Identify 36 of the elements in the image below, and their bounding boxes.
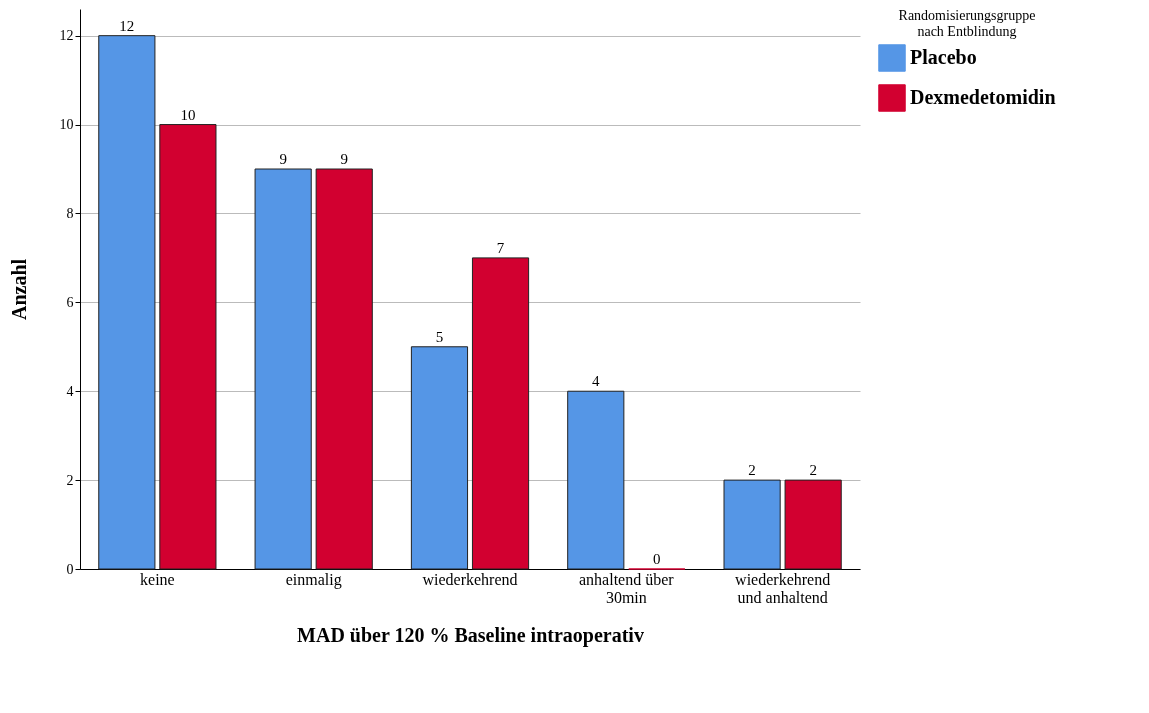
x-tick-label: keine — [140, 570, 175, 588]
bar — [471, 257, 530, 570]
bar — [723, 479, 781, 570]
data-label: 0 — [653, 551, 661, 567]
x-tick-label: wiederkehrend und anhaltend — [735, 570, 831, 606]
bar — [159, 124, 217, 570]
legend-label: Dexmedetomidin — [910, 86, 1056, 108]
x-tick-label: wiederkehrend — [422, 570, 518, 588]
data-label: 9 — [340, 151, 348, 167]
x-axis-title: MAD über 120 % Baseline intraoperativ — [297, 623, 644, 647]
data-label: 2 — [809, 462, 817, 479]
y-tick-label: 12 — [59, 28, 74, 44]
bar — [98, 35, 156, 570]
x-tick-label: anhaltend über 30min — [579, 570, 675, 606]
y-tick-label: 6 — [66, 294, 74, 310]
bar — [567, 390, 625, 570]
x-tick-label: einmalig — [285, 570, 342, 589]
data-label: 7 — [496, 239, 505, 256]
data-label: 12 — [119, 17, 135, 34]
bar — [784, 479, 842, 570]
y-tick-label: 8 — [66, 205, 74, 221]
bar — [315, 168, 373, 570]
y-tick-label: 10 — [59, 117, 74, 133]
y-tick-label: 0 — [66, 561, 74, 577]
y-tick-label: 2 — [66, 472, 74, 488]
legend-title: Randomisierungsgruppe nach Entblindung — [898, 8, 1036, 39]
data-label: 4 — [592, 373, 601, 390]
data-label: 10 — [180, 106, 196, 123]
bar — [254, 168, 312, 570]
bar — [410, 346, 469, 570]
y-tick-label: 4 — [66, 383, 74, 399]
data-label: 5 — [435, 328, 444, 345]
legend-label: Placebo — [910, 46, 977, 68]
data-label: 2 — [748, 462, 756, 479]
data-label: 9 — [279, 151, 287, 167]
y-axis-title: Anzahl — [7, 258, 30, 321]
